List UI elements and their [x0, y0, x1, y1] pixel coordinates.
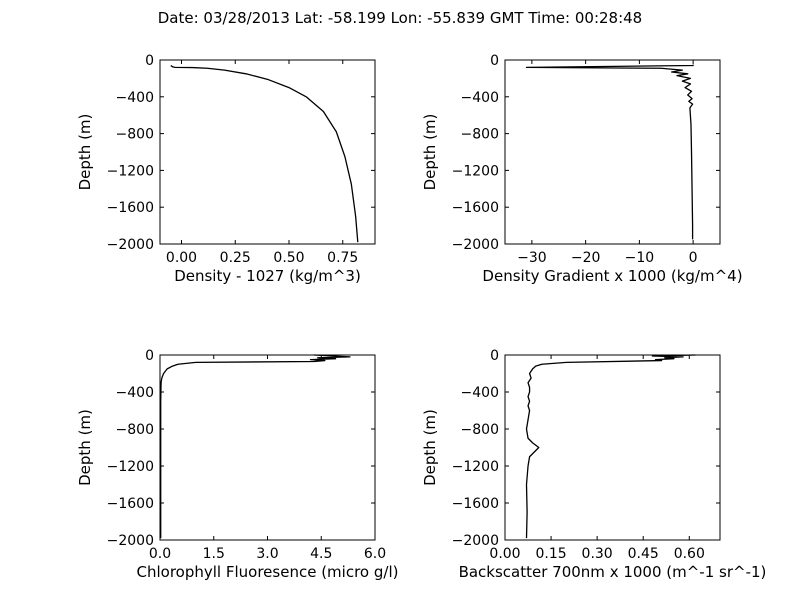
y-tick-label: 0: [490, 53, 499, 69]
plot-frame: [504, 59, 721, 245]
y-tick-label: −400: [116, 90, 154, 106]
y-axis-label: Depth (m): [76, 409, 94, 486]
x-axis-label: Chlorophyll Fluoresence (micro g/l): [137, 563, 399, 581]
y-tick-label: −1600: [107, 496, 154, 512]
profile-line: [170, 64, 359, 243]
y-tick-label: −400: [461, 385, 499, 401]
y-tick-label: −2000: [107, 237, 154, 253]
x-tick-label: −20: [571, 250, 601, 266]
panel-backscatter: 0.00 0.15 0.30 0.45 0.60 0 −400 −800 −1200 −1600 −…: [421, 348, 766, 581]
x-tick-label: 0.30: [582, 546, 613, 562]
profile-line: [525, 64, 694, 240]
x-tick-label: 4.5: [310, 546, 332, 562]
x-tick-label: 0.25: [220, 250, 251, 266]
y-axis-label: Depth (m): [421, 409, 439, 486]
x-axis-label: Density Gradient x 1000 (kg/m^4): [482, 267, 742, 285]
x-tick-label: 0.0: [149, 546, 171, 562]
x-tick-label: 0.00: [489, 546, 520, 562]
y-tick-label: −1600: [452, 496, 499, 512]
panel-density: 0.00 0.25 0.50 0.75 0 −400 −800 −1200 −1600 −2000…: [76, 53, 376, 285]
y-tick-label: 0: [145, 53, 154, 69]
y-tick-label: −1200: [107, 163, 154, 179]
x-tick-label: 3.0: [256, 546, 278, 562]
y-tick-label: −1600: [107, 200, 154, 216]
y-axis-label: Depth (m): [76, 114, 94, 191]
y-tick-label: −1200: [452, 163, 499, 179]
x-tick-label: 0.00: [166, 250, 197, 266]
y-tick-label: −2000: [107, 533, 154, 549]
y-tick-label: −800: [116, 422, 154, 438]
x-tick-label: −30: [517, 250, 547, 266]
y-tick-label: −400: [461, 90, 499, 106]
x-tick-label: 0.45: [628, 546, 659, 562]
y-tick-label: 0: [490, 348, 499, 364]
x-tick-label: 0.75: [327, 250, 358, 266]
x-tick-label: 0.50: [273, 250, 304, 266]
y-tick-label: −1600: [452, 200, 499, 216]
y-tick-label: −400: [116, 385, 154, 401]
x-axis-label: Backscatter 700nm x 1000 (m^-1 sr^-1): [459, 563, 767, 581]
y-tick-label: 0: [145, 348, 154, 364]
y-tick-label: −800: [116, 127, 154, 143]
x-tick-label: 1.5: [203, 546, 225, 562]
x-tick-label: 0: [689, 250, 698, 266]
profile-line: [525, 354, 696, 539]
y-tick-label: −800: [461, 127, 499, 143]
plot-frame: [504, 354, 721, 541]
plot-frame: [159, 59, 376, 245]
y-tick-label: −2000: [452, 237, 499, 253]
y-tick-label: −1200: [107, 459, 154, 475]
figure-title: Date: 03/28/2013 Lat: -58.199 Lon: -55.8…: [158, 9, 642, 27]
y-tick-label: −2000: [452, 533, 499, 549]
x-axis-label: Density - 1027 (kg/m^3): [174, 267, 361, 285]
y-axis-label: Depth (m): [421, 114, 439, 191]
y-tick-label: −800: [461, 422, 499, 438]
panel-chlorophyll: 0.0 1.5 3.0 4.5 6.0 0 −400 −800 −1200 −1600 −2000 C…: [76, 348, 398, 581]
x-tick-label: 0.60: [674, 546, 705, 562]
profile-line: [160, 354, 351, 539]
y-tick-label: −1200: [452, 459, 499, 475]
x-tick-label: 0.15: [535, 546, 566, 562]
x-tick-label: 6.0: [364, 546, 386, 562]
panel-density-gradient: −30 −20 −10 0 0 −400 −800 −1200 −1600 −2000 Densit…: [421, 53, 743, 285]
x-tick-label: −10: [625, 250, 655, 266]
